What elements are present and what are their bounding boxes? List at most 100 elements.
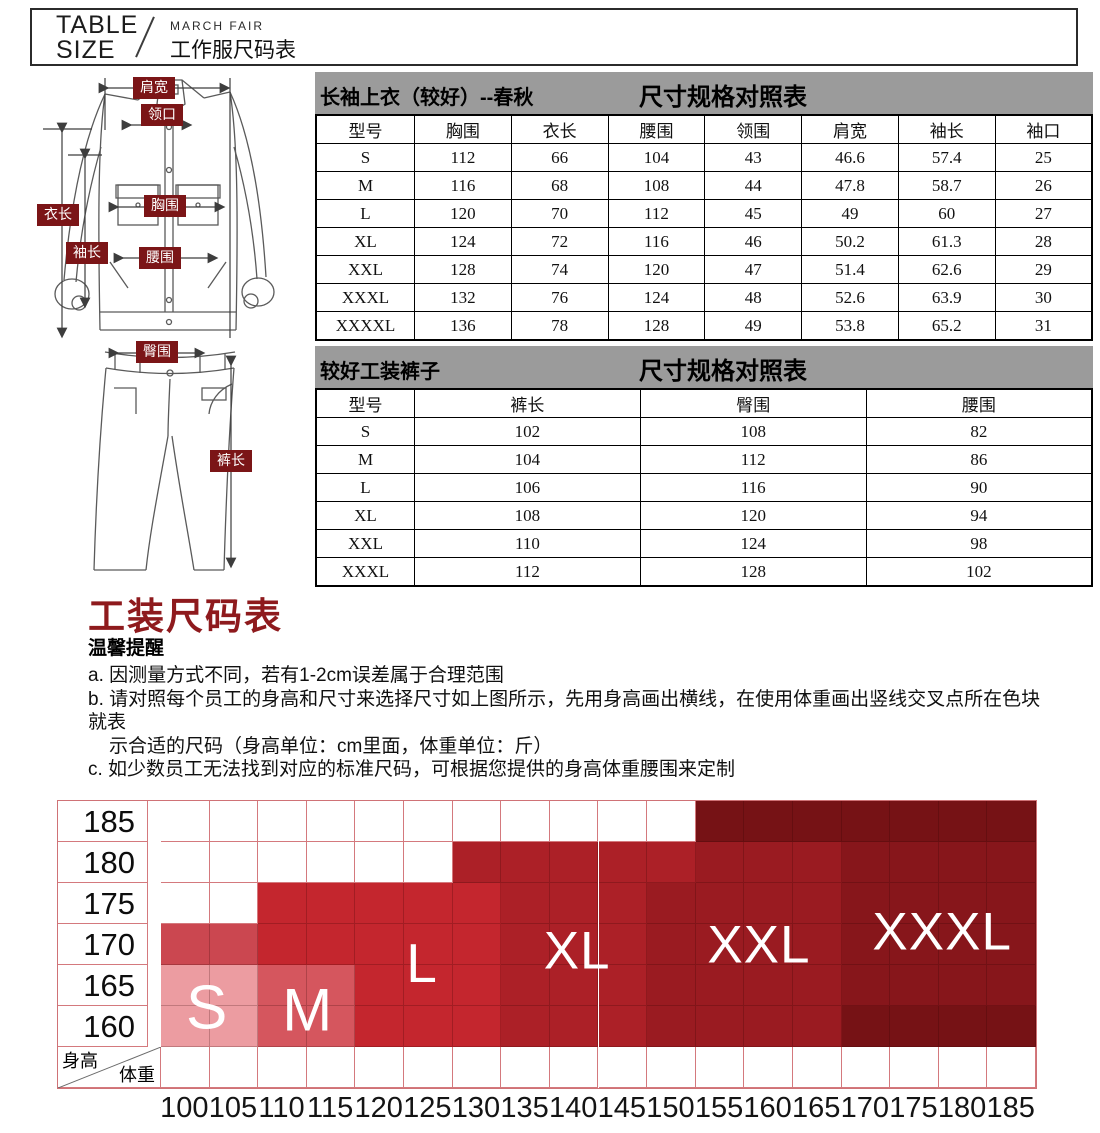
table-cell: 47 — [704, 255, 803, 284]
size-region-label: M — [282, 976, 334, 1044]
chart-cell — [987, 842, 1036, 883]
column-header: 衣长 — [510, 114, 609, 144]
table-cell: XXXXL — [315, 311, 415, 341]
table-cell: 31 — [994, 311, 1093, 341]
table-cell: 132 — [414, 283, 512, 312]
chart-cell — [306, 1047, 356, 1088]
chart-cell — [890, 965, 939, 1006]
table-cell: 90 — [865, 473, 1093, 502]
table-cell: 120 — [639, 501, 867, 530]
chart-cell — [501, 1047, 550, 1088]
column-header: 型号 — [315, 388, 415, 418]
chart-cell — [841, 924, 891, 965]
chart-cell — [306, 801, 356, 842]
table-cell: 102 — [414, 417, 641, 446]
chart-cell — [549, 1006, 599, 1047]
pants-size-table: 型号 裤长 臀围 腰围 S 102 108 82 M 104 112 86 L 106 116 90 XL 10… — [315, 388, 1093, 587]
chart-cell — [987, 1006, 1036, 1047]
chart-cell — [695, 1006, 745, 1047]
table-cell: 106 — [414, 473, 641, 502]
garment-measurement-diagram — [43, 78, 275, 571]
chart-cell — [938, 965, 988, 1006]
size-region-label: S — [185, 973, 229, 1043]
label-chest: 胸围 — [144, 195, 186, 217]
table-cell: 112 — [607, 199, 706, 228]
chart-cell — [598, 801, 648, 842]
table-cell: S — [315, 417, 415, 446]
chart-cell — [987, 883, 1036, 924]
x-axis-tick: 140 — [548, 1092, 598, 1124]
table-row: XXL 110 124 98 — [315, 529, 1093, 558]
notes-heading: 温馨提醒 — [88, 638, 165, 659]
table-cell: 120 — [414, 199, 512, 228]
x-axis-tick: 125 — [403, 1092, 452, 1124]
table-cell: XXL — [315, 529, 415, 558]
table-cell: 128 — [639, 557, 867, 587]
table-cell: 116 — [607, 227, 706, 256]
chart-cell — [647, 842, 696, 883]
axis-corner-cell: 身高 体重 — [58, 1047, 161, 1088]
size-region-label: L — [406, 932, 438, 995]
size-region-label: XXXL — [872, 902, 1012, 962]
chart-cell — [209, 965, 259, 1006]
table-cell: XXL — [315, 255, 415, 284]
y-axis-tick: 180 — [58, 842, 148, 883]
table-cell: 43 — [704, 143, 803, 172]
table-cell: 124 — [607, 283, 706, 312]
chart-cell — [452, 1006, 502, 1047]
table-cell: 30 — [994, 283, 1093, 312]
label-pants-length: 裤长 — [210, 450, 252, 472]
chart-cell — [744, 965, 793, 1006]
chart-cell — [744, 1047, 793, 1088]
chart-cell — [549, 842, 599, 883]
label-sleeve-length: 袖长 — [66, 242, 108, 264]
table-cell: 110 — [414, 529, 641, 558]
chart-cell — [306, 965, 356, 1006]
chart-cell — [647, 965, 696, 1006]
x-axis-tick: 135 — [500, 1092, 549, 1124]
table-cell: 47.8 — [801, 171, 899, 200]
chart-cell — [792, 1006, 842, 1047]
table-cell: 27 — [994, 199, 1093, 228]
size-region-label: XL — [543, 921, 611, 981]
chart-cell — [452, 924, 502, 965]
table-cell: 63.9 — [897, 283, 996, 312]
x-axis-tick: 175 — [889, 1092, 938, 1124]
chart-cell — [841, 801, 891, 842]
brand-line1: TABLE — [56, 11, 139, 39]
chart-cell — [695, 842, 745, 883]
chart-cell — [355, 883, 405, 924]
chart-cell — [306, 924, 356, 965]
chart-cell — [452, 801, 502, 842]
header-tagline: MARCH FAIR — [170, 19, 265, 33]
table-cell: 66 — [510, 143, 609, 172]
table-cell: M — [315, 445, 415, 474]
table-cell: 58.7 — [897, 171, 996, 200]
column-header: 腰围 — [865, 388, 1093, 418]
table-row: XL 124 72 116 46 50.2 61.3 28 — [315, 227, 1093, 256]
height-weight-size-chart: 185 180 175 170 165 160 身高 体重 S M L XL XXL XXXL — [57, 800, 1037, 1089]
chart-cell — [501, 883, 550, 924]
table-cell: 112 — [414, 557, 641, 587]
chart-cell — [647, 1006, 696, 1047]
table-cell: 46 — [704, 227, 803, 256]
dimension-arrows — [43, 78, 237, 569]
table-cell: 45 — [704, 199, 803, 228]
chart-cell — [501, 842, 550, 883]
chart-cell — [258, 965, 307, 1006]
table-cell: XL — [315, 227, 415, 256]
chart-cell — [744, 924, 793, 965]
table-cell: 82 — [865, 417, 1093, 446]
jacket-size-table: 型号 胸围 衣长 腰围 领围 肩宽 袖长 袖口 S 112 66 104 43 46.6 57.4 25 M 1… — [315, 114, 1093, 341]
table-cell: 108 — [414, 501, 641, 530]
table-cell: 49 — [801, 199, 899, 228]
chart-cell — [598, 883, 648, 924]
table-cell: 72 — [510, 227, 609, 256]
chart-cell — [938, 842, 988, 883]
chart-cell — [161, 965, 210, 1006]
x-axis-tick: 115 — [307, 1092, 354, 1124]
table-cell: XXXL — [315, 557, 415, 587]
table-cell: 102 — [865, 557, 1093, 587]
chart-cell — [792, 965, 842, 1006]
header-box: TABLE SIZE MARCH FAIR 工作服尺码表 — [30, 8, 1078, 66]
